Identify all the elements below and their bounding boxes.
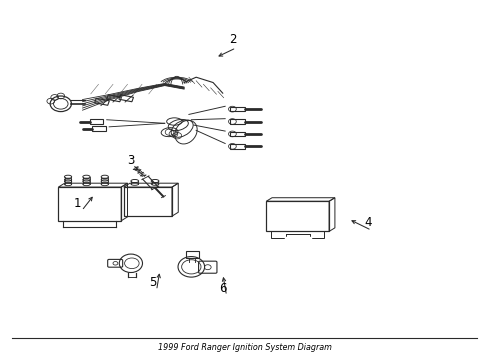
Bar bbox=[90, 120, 103, 124]
Bar bbox=[229, 107, 245, 111]
Text: 1999 Ford Ranger Ignition System Diagram: 1999 Ford Ranger Ignition System Diagram bbox=[157, 343, 331, 352]
Bar bbox=[229, 144, 245, 149]
Text: 3: 3 bbox=[127, 154, 134, 167]
Bar bbox=[95, 98, 109, 105]
Bar bbox=[229, 119, 245, 124]
Text: 5: 5 bbox=[149, 276, 156, 289]
Bar bbox=[265, 201, 328, 231]
Bar bbox=[92, 126, 105, 131]
Text: 2: 2 bbox=[228, 33, 236, 46]
Text: 4: 4 bbox=[363, 216, 371, 229]
Bar bbox=[58, 187, 121, 221]
Text: 6: 6 bbox=[219, 282, 226, 294]
Bar bbox=[229, 132, 245, 136]
Bar bbox=[119, 95, 133, 102]
Bar bbox=[106, 95, 121, 102]
Bar bbox=[123, 187, 172, 216]
Text: 1: 1 bbox=[74, 197, 81, 210]
Bar bbox=[185, 251, 199, 258]
Bar bbox=[270, 231, 324, 238]
